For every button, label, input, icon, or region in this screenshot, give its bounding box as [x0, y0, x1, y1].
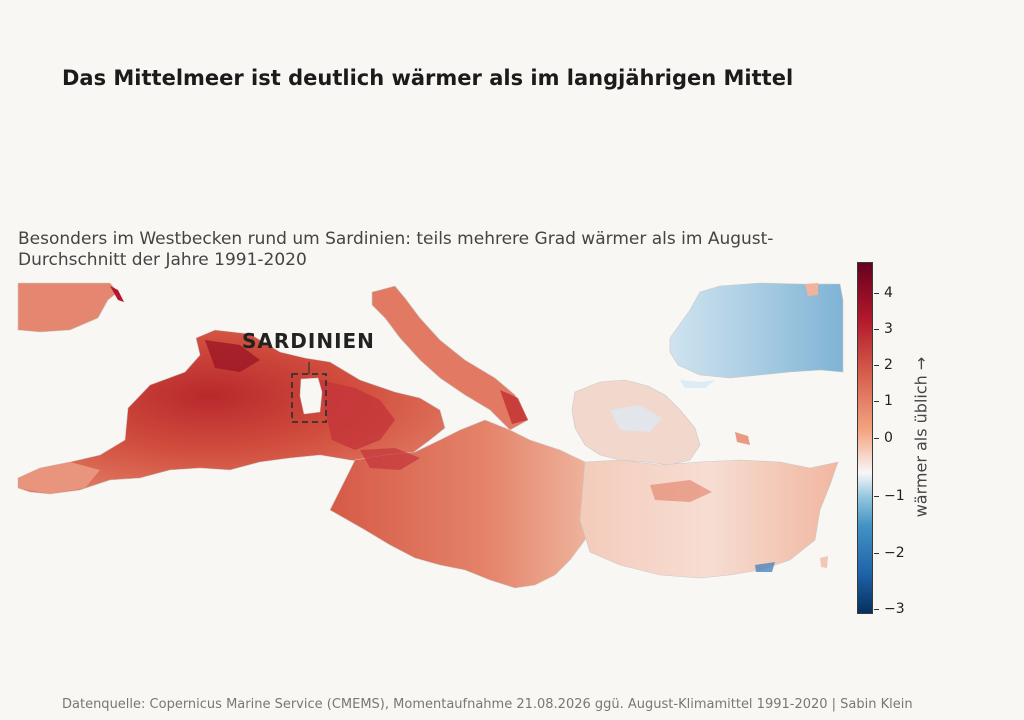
adriatic-region: [371, 285, 529, 431]
black-sea-region: [669, 282, 844, 379]
western-basin-region: [17, 329, 446, 495]
sardinien-label: SARDINIEN: [242, 329, 375, 353]
biscay-region: [17, 282, 119, 333]
eastern-basin-region: [579, 459, 839, 579]
colorbar: [857, 262, 873, 614]
chart-subtitle: Besonders im Westbecken rund um Sardinie…: [18, 229, 774, 270]
colorbar-tick: 3: [874, 321, 893, 337]
colorbar-tick: 4: [874, 285, 893, 301]
colorbar-tick: −3: [874, 601, 905, 617]
colorbar-tick: 1: [874, 393, 893, 409]
colorbar-tick: 0: [874, 430, 893, 446]
source-footer: Datenquelle: Copernicus Marine Service (…: [62, 697, 913, 712]
colorbar-tick: 2: [874, 357, 893, 373]
sardinia-island: [299, 377, 323, 415]
sardinien-box: [291, 373, 327, 423]
chart-title: Das Mittelmeer ist deutlich wärmer als i…: [62, 66, 794, 90]
colorbar-label: wärmer als üblich →: [911, 356, 931, 518]
colorbar-tick: −1: [874, 488, 905, 504]
colorbar-tick: −2: [874, 545, 905, 561]
